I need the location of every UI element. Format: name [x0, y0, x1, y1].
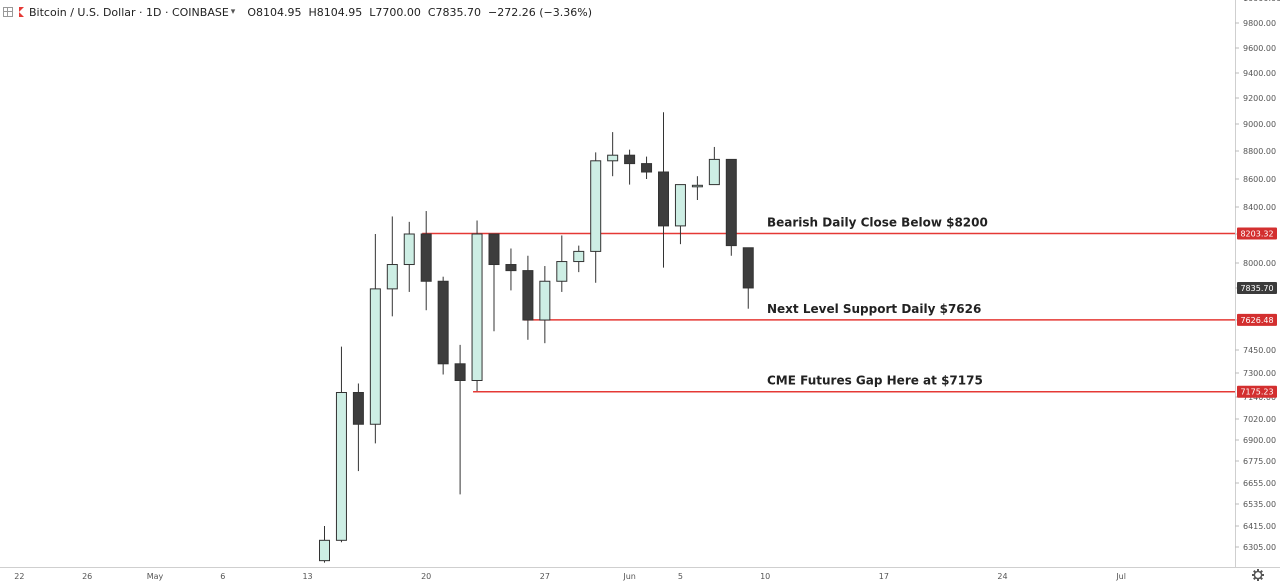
y-tick-label: 6415.00	[1243, 522, 1276, 531]
close-value: C7835.70	[427, 5, 482, 19]
x-tick-label: Jul	[1115, 572, 1126, 581]
gear-tooth	[1257, 578, 1259, 581]
candle-up[interactable]	[708, 158, 720, 186]
candle-down[interactable]	[454, 363, 466, 381]
candle-up[interactable]	[691, 184, 703, 188]
x-tick-label: 24	[997, 572, 1007, 581]
candle-up[interactable]	[471, 233, 483, 381]
y-tick-label: 9200.00	[1243, 94, 1276, 103]
candle-down[interactable]	[505, 264, 517, 272]
candle-up[interactable]	[573, 250, 585, 263]
level-annotation: CME Futures Gap Here at $7175	[767, 374, 983, 388]
level-price-label: 8203.32	[1240, 230, 1273, 239]
gear-tooth	[1257, 569, 1259, 572]
candle-down[interactable]	[420, 233, 432, 282]
y-tick-label: 6305.00	[1243, 543, 1276, 552]
candle-down[interactable]	[742, 247, 754, 289]
candle-down[interactable]	[624, 154, 636, 165]
x-tick-label: 5	[678, 572, 683, 581]
candle-down[interactable]	[725, 158, 737, 247]
candle-down[interactable]	[658, 171, 669, 227]
symbol-title[interactable]: Bitcoin / U.S. Dollar · 1D · COINBASE	[29, 5, 229, 19]
x-tick-label: 26	[82, 572, 92, 581]
y-tick-label: 8800.00	[1243, 147, 1276, 156]
y-tick-label: 7020.00	[1243, 415, 1276, 424]
level-annotation: Bearish Daily Close Below $8200	[767, 216, 988, 230]
y-tick-label: 9600.00	[1243, 44, 1276, 53]
level-price-label: 7626.48	[1240, 316, 1273, 325]
level-annotation: Next Level Support Daily $7626	[767, 302, 981, 316]
x-tick-label: 6	[220, 572, 225, 581]
y-tick-label: 8600.00	[1243, 175, 1276, 184]
candle-up[interactable]	[386, 264, 398, 290]
y-tick-label: 6535.00	[1243, 500, 1276, 509]
x-tick-label: 22	[14, 572, 24, 581]
x-tick-label: 10	[760, 572, 770, 581]
candle-down[interactable]	[437, 280, 449, 365]
x-tick-label: 20	[421, 572, 431, 581]
last-price-label: 7835.70	[1240, 284, 1273, 293]
y-tick-label: 8400.00	[1243, 203, 1276, 212]
candle-up[interactable]	[590, 160, 602, 252]
candle-up[interactable]	[335, 392, 347, 541]
open-value: O8104.95	[247, 5, 302, 19]
y-tick-label: 8000.00	[1243, 259, 1276, 268]
y-tick-label: 9000.00	[1243, 120, 1276, 129]
y-tick-label: 7300.00	[1243, 369, 1276, 378]
x-tick-label: Jun	[622, 572, 636, 581]
gear-ring	[1253, 570, 1263, 580]
y-tick-label: 6775.00	[1243, 457, 1276, 466]
y-tick-label: 7450.00	[1243, 346, 1276, 355]
x-tick-label: 27	[540, 572, 550, 581]
chevron-down-icon[interactable]: ▾	[230, 7, 236, 17]
high-value: H8104.95	[308, 5, 363, 19]
level-price-badge	[1237, 385, 1277, 398]
level-price-badge	[1237, 313, 1277, 326]
candle-up[interactable]	[369, 288, 381, 425]
y-tick-label: 9800.00	[1243, 19, 1276, 28]
candle-down[interactable]	[522, 270, 534, 321]
chart-header: Bitcoin / U.S. Dollar · 1D · COINBASE ▾ …	[0, 0, 1000, 24]
candle-up[interactable]	[607, 154, 619, 162]
x-tick-label: 17	[879, 572, 889, 581]
expand-icon[interactable]	[3, 7, 13, 17]
last-price-badge	[1237, 282, 1277, 294]
y-tick-label: 10000.00	[1243, 0, 1280, 3]
x-tick-label: 13	[302, 572, 312, 581]
low-value: L7700.00	[369, 5, 421, 19]
y-tick-label: 6655.00	[1243, 479, 1276, 488]
candle-up[interactable]	[674, 184, 686, 227]
gear-icon[interactable]	[1252, 569, 1264, 581]
candle-down[interactable]	[488, 233, 500, 266]
level-price-badge	[1237, 227, 1277, 240]
level-price-label: 7175.23	[1240, 388, 1273, 397]
y-tick-label: 9400.00	[1243, 69, 1276, 78]
candle-up[interactable]	[556, 261, 568, 282]
candle-up[interactable]	[403, 233, 415, 266]
flag-icon[interactable]	[19, 7, 24, 17]
candle-up[interactable]	[539, 280, 551, 321]
x-tick-label: May	[147, 572, 164, 581]
candle-up[interactable]	[319, 539, 330, 562]
change-value: −272.26 (−3.36%)	[488, 5, 592, 19]
y-tick-label: 6900.00	[1243, 436, 1276, 445]
candle-down[interactable]	[352, 392, 364, 425]
candle-down[interactable]	[641, 163, 653, 173]
